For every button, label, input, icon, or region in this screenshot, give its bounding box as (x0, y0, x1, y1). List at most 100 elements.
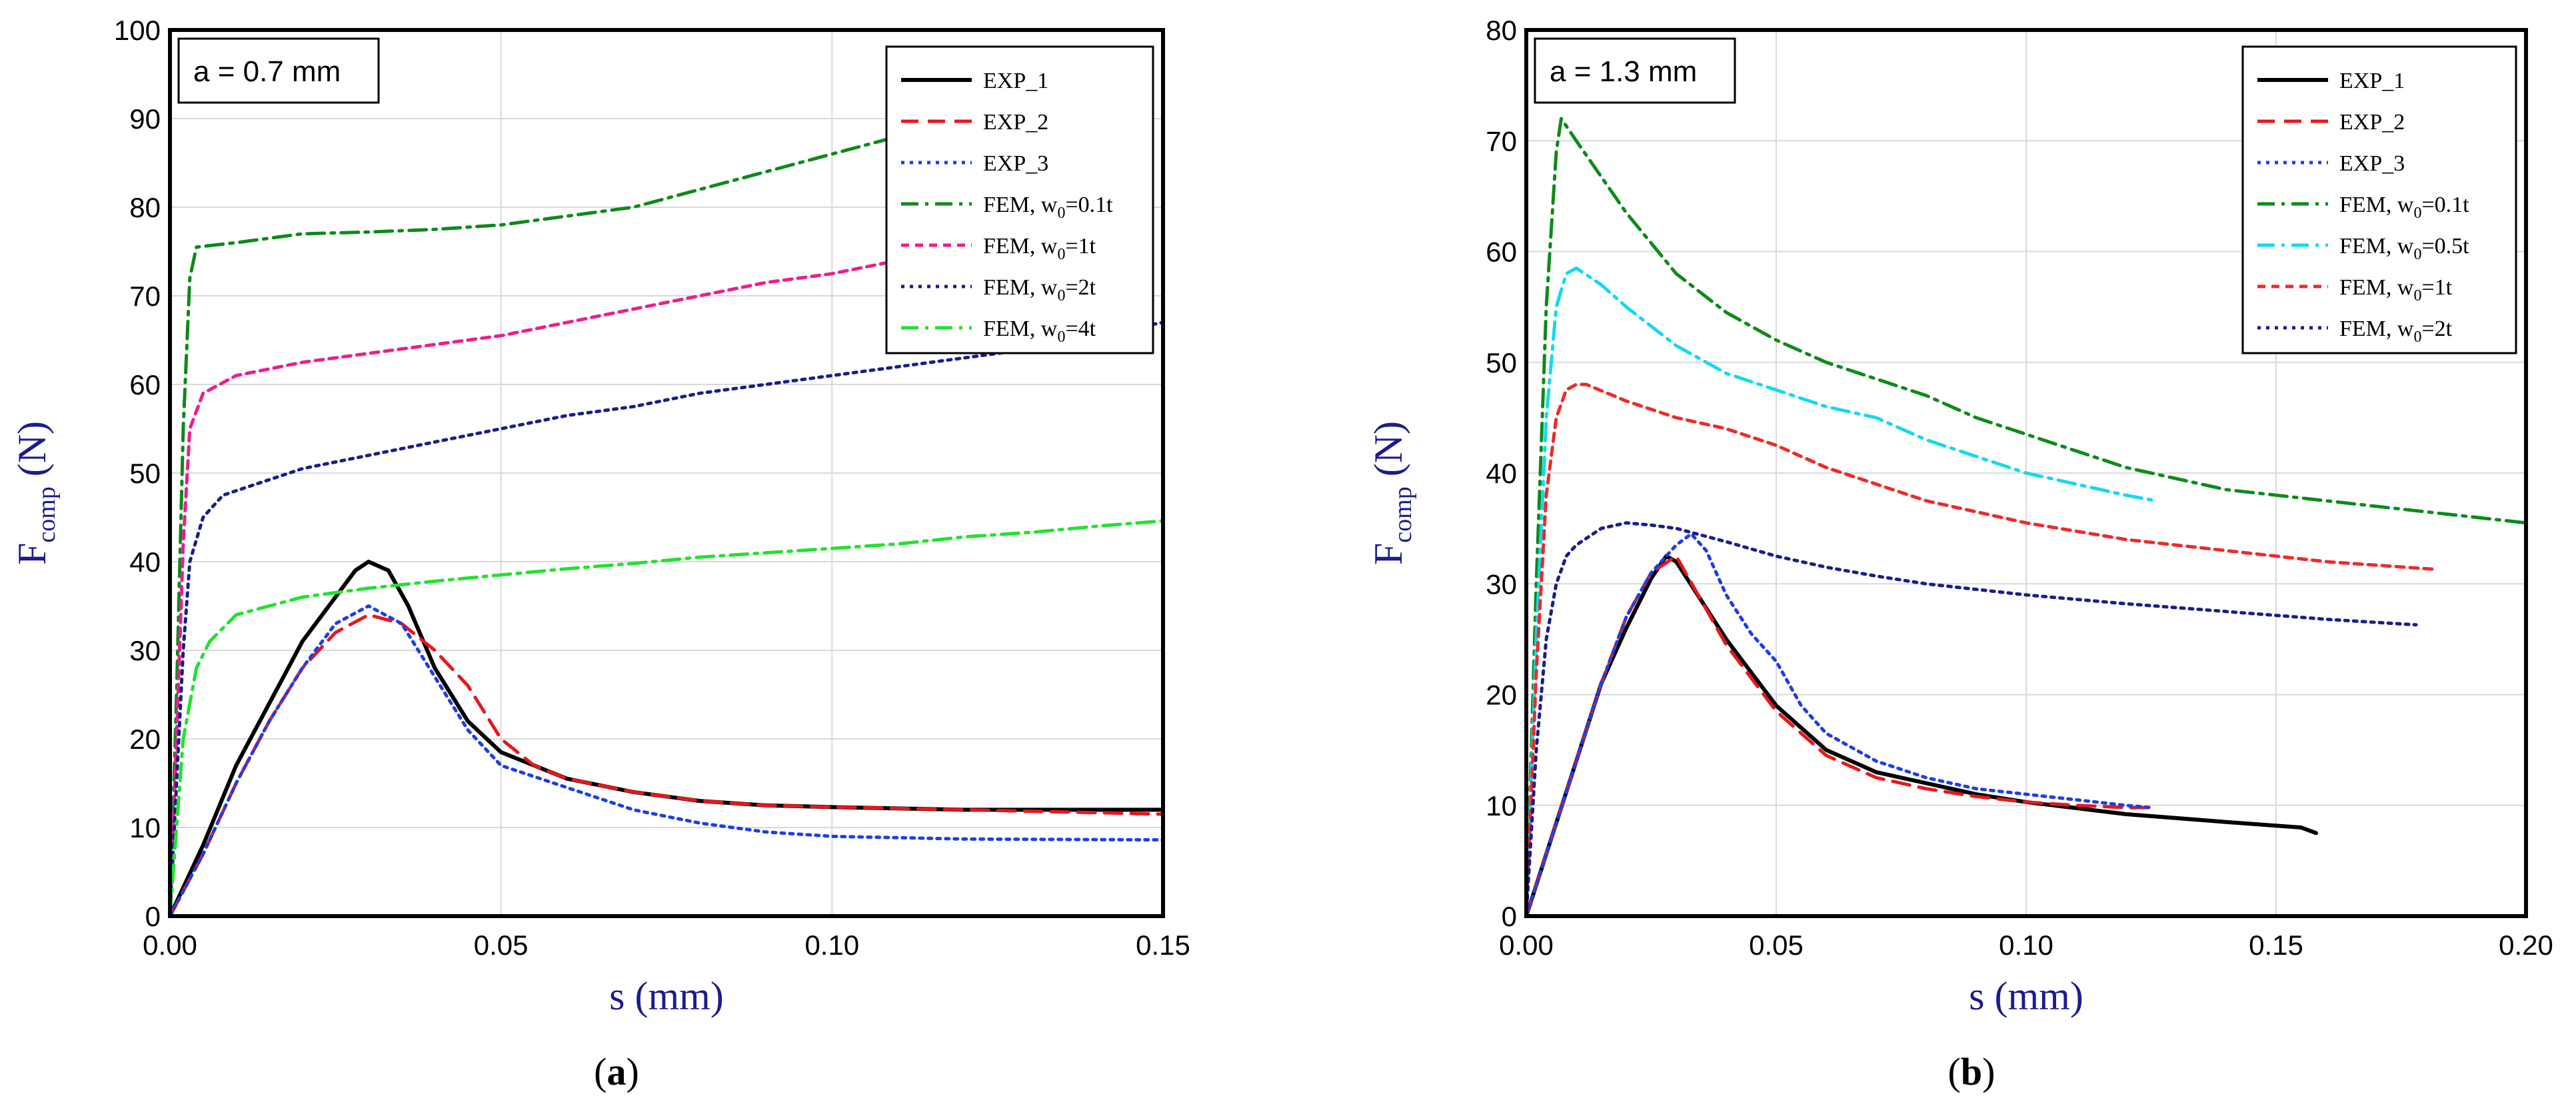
legend-label-main: EXP_3 (983, 151, 1048, 176)
legend-label-main: EXP_1 (2339, 69, 2405, 93)
panel-label-open: ( (594, 1050, 607, 1093)
annotation-text: a = 0.7 mm (193, 55, 341, 88)
x-tick-label: 0.05 (474, 929, 529, 961)
legend-label-1: EXP_1 (983, 69, 1048, 93)
legend-label-subscript: 0 (1057, 328, 1065, 346)
series-line-3 (168, 604, 1165, 918)
y-tick-label: 50 (1486, 347, 1517, 378)
legend-label-subscript: 0 (2413, 328, 2421, 346)
legend-label-main: EXP_3 (2339, 151, 2405, 176)
legend-label-tail: =1t (1065, 234, 1096, 259)
panel-label-letter: a (607, 1050, 627, 1093)
legend-label-main: FEM, w (2339, 234, 2414, 259)
x-tick-label: 0.15 (2249, 929, 2303, 961)
y-tick-label: 30 (129, 635, 161, 666)
annotation-text: a = 1.3 mm (1550, 55, 1697, 88)
x-tick-label: 0.15 (1136, 929, 1190, 961)
panel-label-close: ) (627, 1050, 639, 1093)
y-tick-label: 20 (129, 724, 161, 755)
y-axis-title: Fcomp (N) (10, 421, 61, 565)
x-tick-label: 0.10 (1999, 929, 2053, 961)
series-line-2 (168, 613, 1165, 918)
legend-label-main: FEM, w (983, 193, 1058, 217)
legend-label-4: FEM, w0=0.1t (983, 193, 1113, 222)
y-tick-label: 40 (1486, 458, 1517, 489)
chart-panel-b: 0 10 20 30 40 50 60 70 80 0.00 0.05 0.10 0.15 0.20 s (… (1366, 15, 2553, 1093)
y-tick-label: 20 (1486, 680, 1517, 711)
x-axis-title: s (mm) (609, 974, 724, 1018)
legend-label-main: EXP_2 (2339, 110, 2405, 135)
plot-frame (168, 28, 1165, 918)
series-line-1 (1524, 554, 2318, 918)
x-axis-title: s (mm) (1969, 974, 2083, 1018)
x-tick-label: 0.10 (804, 929, 859, 961)
legend-box (2241, 45, 2517, 354)
legend-label-6: FEM, w0=2t (983, 275, 1096, 304)
legend-label-tail: =1t (2421, 275, 2452, 300)
chart-panel-a: 0 10 20 30 40 50 60 70 80 90 100 0.00 0.05 0.10 0.15 s … (10, 15, 1190, 1093)
y-tick-label: 0 (1502, 901, 1517, 932)
series-line-5 (1524, 266, 2158, 918)
y-tick-label: 100 (114, 15, 161, 46)
y-axis-title-symbol: F (1366, 543, 1410, 565)
legend-label-tail: =2t (1065, 275, 1096, 300)
legend-label-2: EXP_2 (983, 110, 1048, 135)
annotation-box (1534, 37, 1736, 104)
y-tick-label: 10 (129, 812, 161, 843)
legend-label-3: EXP_3 (2339, 151, 2405, 176)
y-tick-label: 30 (1486, 568, 1517, 600)
legend-label-7: FEM, w0=4t (983, 316, 1096, 346)
legend-label-subscript: 0 (2413, 205, 2421, 222)
panel-label-letter: b (1961, 1050, 1982, 1093)
series-line-4 (1524, 117, 2528, 918)
legend-box (885, 45, 1154, 354)
legend-label-main: FEM, w (2339, 193, 2414, 217)
y-axis-title: Fcomp (N) (1366, 421, 1417, 565)
plot-frame (1524, 28, 2528, 918)
legend-label-subscript: 0 (1057, 287, 1065, 304)
legend-label-subscript: 0 (2413, 246, 2421, 263)
legend-label-2: EXP_2 (2339, 110, 2405, 135)
legend-label-7: FEM, w0=2t (2339, 316, 2453, 346)
series-line-1 (168, 560, 1165, 918)
series-line-6 (168, 320, 1165, 918)
panel-label: (a) (594, 1050, 639, 1093)
y-axis-title-unit: (N) (10, 421, 54, 486)
legend-label-4: FEM, w0=0.1t (2339, 193, 2469, 222)
y-tick-label: 50 (129, 458, 161, 489)
x-tick-label: 0.00 (143, 929, 197, 961)
y-axis-title-subscript: comp (1389, 486, 1417, 542)
y-tick-label: 90 (129, 103, 161, 135)
legend-label-tail: =0.1t (2421, 193, 2469, 217)
legend-label-main: FEM, w (983, 316, 1058, 341)
legend-label-main: EXP_2 (983, 110, 1048, 135)
x-tick-label: 0.00 (1499, 929, 1554, 961)
legend-label-tail: =4t (1065, 316, 1096, 341)
series-line-6 (1524, 382, 2438, 918)
y-tick-label: 80 (129, 192, 161, 223)
legend-label-subscript: 0 (1057, 205, 1065, 222)
legend-label-main: FEM, w (983, 234, 1058, 259)
legend-label-tail: =2t (2421, 316, 2452, 341)
series-line-4 (168, 125, 966, 918)
legend-label-main: FEM, w (2339, 275, 2414, 300)
x-tick-label: 0.05 (1749, 929, 1804, 961)
x-tick-label: 0.20 (2499, 929, 2553, 961)
legend-label-main: FEM, w (2339, 316, 2414, 341)
legend-label-subscript: 0 (2413, 287, 2421, 304)
panel-label-open: ( (1948, 1050, 1961, 1093)
legend-label-3: EXP_3 (983, 151, 1048, 176)
y-axis-title-symbol: F (10, 543, 54, 565)
y-axis-title-unit: (N) (1366, 421, 1410, 486)
y-tick-label: 0 (145, 901, 161, 932)
series-line-7 (1524, 521, 2418, 918)
panel-label-close: ) (1982, 1050, 1995, 1093)
legend-label-tail: =0.1t (1065, 193, 1113, 217)
legend-label-subscript: 0 (1057, 246, 1065, 263)
series-line-2 (1524, 554, 2153, 918)
legend-label-6: FEM, w0=1t (2339, 275, 2453, 304)
legend-label-main: EXP_1 (983, 69, 1048, 93)
y-tick-label: 10 (1486, 790, 1517, 822)
